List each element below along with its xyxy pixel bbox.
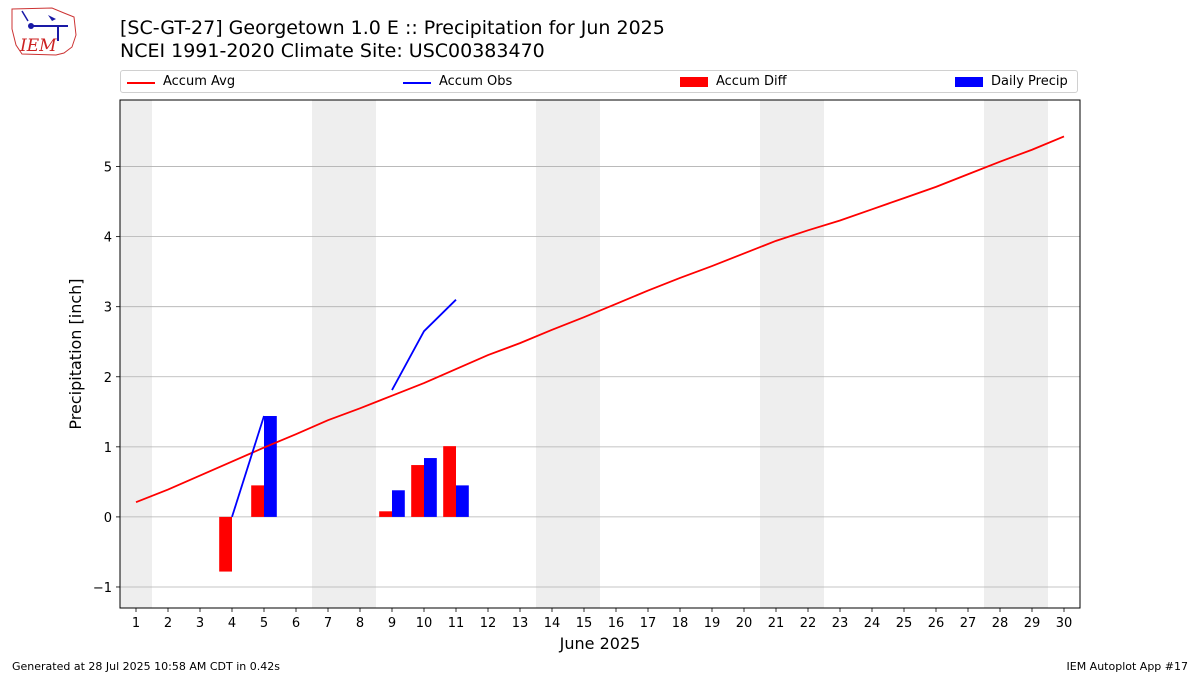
x-tick-label: 8	[356, 616, 364, 631]
chart-subtitle: NCEI 1991-2020 Climate Site: USC00383470	[120, 40, 545, 62]
x-tick-label: 28	[992, 616, 1009, 631]
x-tick-label: 30	[1056, 616, 1073, 631]
legend-label-accum-avg: Accum Avg	[163, 74, 236, 89]
x-tick-label: 23	[832, 616, 849, 631]
x-tick-label: 4	[228, 616, 236, 631]
daily-precip-bar	[424, 458, 437, 517]
y-tick-label: 0	[104, 511, 112, 526]
x-tick-label: 26	[928, 616, 945, 631]
x-tick-label: 9	[388, 616, 396, 631]
x-tick-label: 17	[640, 616, 657, 631]
legend-swatch-accum-diff	[680, 77, 708, 87]
chart-legend: Accum Avg Accum Obs Accum Diff Daily Pre…	[120, 70, 1078, 93]
legend-swatch-daily-precip	[955, 77, 983, 87]
chart-title: [SC-GT-27] Georgetown 1.0 E :: Precipita…	[120, 17, 665, 39]
y-tick-label: 5	[104, 161, 112, 176]
accum-diff-bar	[443, 446, 456, 517]
x-tick-label: 19	[704, 616, 721, 631]
legend-swatch-accum-avg	[127, 82, 155, 84]
weekend-shade-band	[984, 100, 1048, 608]
x-tick-label: 21	[768, 616, 785, 631]
x-tick-label: 16	[608, 616, 625, 631]
daily-precip-bar	[392, 490, 405, 517]
accum-diff-bar	[251, 485, 264, 517]
accum-obs-line	[391, 299, 457, 391]
x-tick-label: 27	[960, 616, 977, 631]
y-tick-label: 4	[104, 231, 112, 246]
accum-diff-bar	[379, 511, 392, 517]
weekend-shade-band	[120, 100, 152, 608]
accum-diff-bar	[219, 516, 232, 572]
weekend-shade-band	[312, 100, 376, 608]
plot-frame	[119, 99, 1081, 609]
generated-timestamp: Generated at 28 Jul 2025 10:58 AM CDT in…	[12, 660, 280, 673]
legend-label-daily-precip: Daily Precip	[991, 74, 1068, 89]
accum-diff-bar	[411, 465, 424, 517]
x-tick-label: 10	[416, 616, 433, 631]
x-tick-label: 18	[672, 616, 689, 631]
x-tick-label: 20	[736, 616, 753, 631]
weekend-shade-band	[536, 100, 600, 608]
x-tick-label: 12	[480, 616, 497, 631]
logo-wordmark: IEM	[19, 36, 57, 56]
x-tick-label: 25	[896, 616, 913, 631]
x-tick-label: 13	[512, 616, 529, 631]
x-tick-label: 1	[132, 616, 140, 631]
legend-swatch-accum-obs	[403, 82, 431, 84]
y-tick-label: 1	[104, 441, 112, 456]
x-axis-label: June 2025	[559, 634, 641, 653]
x-tick-label: 7	[324, 616, 332, 631]
legend-label-accum-diff: Accum Diff	[716, 74, 787, 89]
accum-avg-line	[135, 135, 1065, 504]
x-tick-label: 29	[1024, 616, 1041, 631]
accum-obs-line	[231, 415, 265, 518]
weekend-shade-band	[760, 100, 824, 608]
legend-label-accum-obs: Accum Obs	[439, 74, 513, 89]
x-tick-label: 5	[260, 616, 268, 631]
x-tick-label: 15	[576, 616, 593, 631]
daily-precip-bar	[264, 416, 277, 517]
y-tick-label: 2	[104, 371, 112, 386]
x-tick-label: 2	[164, 616, 172, 631]
x-tick-label: 14	[544, 616, 561, 631]
y-tick-label: −1	[93, 581, 112, 596]
y-tick-label: 3	[104, 301, 112, 316]
x-tick-label: 24	[864, 616, 881, 631]
y-axis-label: Precipitation [inch]	[66, 278, 85, 429]
app-identifier: IEM Autoplot App #17	[1066, 660, 1189, 673]
iem-logo: IEM	[11, 7, 77, 56]
x-tick-label: 11	[448, 616, 465, 631]
x-tick-label: 3	[196, 616, 204, 631]
x-tick-label: 22	[800, 616, 817, 631]
daily-precip-bar	[456, 485, 469, 517]
x-tick-label: 6	[292, 616, 300, 631]
